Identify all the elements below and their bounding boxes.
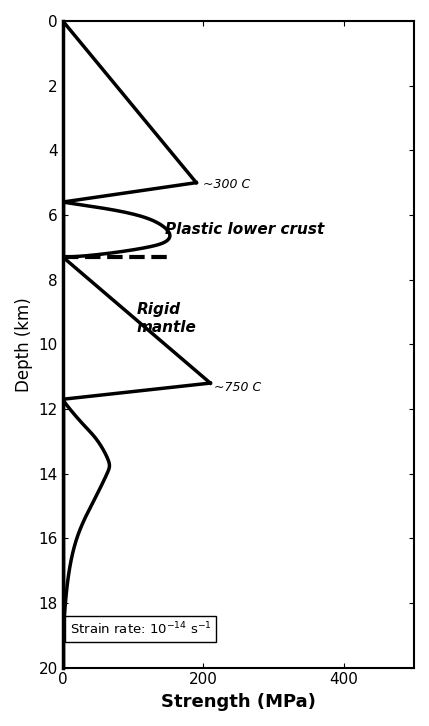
Text: Plastic lower crust: Plastic lower crust: [165, 222, 324, 237]
Text: ~300 C: ~300 C: [203, 178, 251, 191]
Polygon shape: [63, 21, 196, 202]
Text: ~750 C: ~750 C: [214, 381, 261, 394]
Text: Strain rate: $10^{-14}$ s$^{-1}$: Strain rate: $10^{-14}$ s$^{-1}$: [70, 621, 212, 637]
Y-axis label: Depth (km): Depth (km): [15, 297, 33, 391]
X-axis label: Strength (MPa): Strength (MPa): [161, 693, 316, 711]
Polygon shape: [63, 257, 210, 399]
Text: Rigid
mantle: Rigid mantle: [136, 302, 196, 335]
